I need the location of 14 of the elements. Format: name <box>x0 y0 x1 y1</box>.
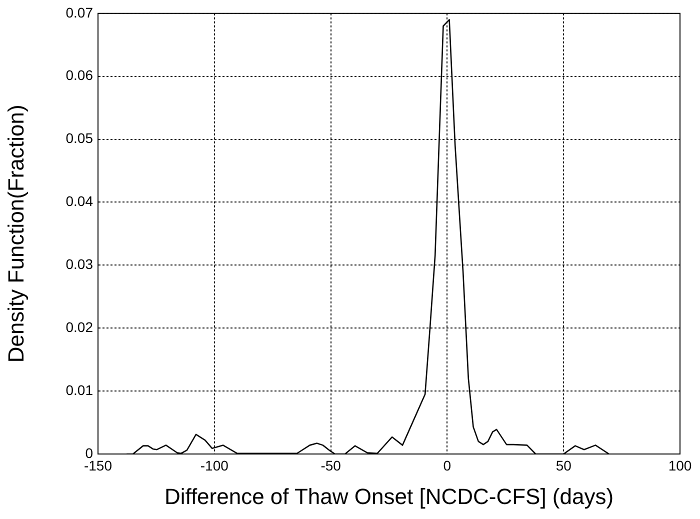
y-tick-label: 0.01 <box>66 382 94 398</box>
y-tick-label: 0.07 <box>66 4 94 20</box>
x-tick-label: -100 <box>200 457 229 474</box>
x-tick-label: -50 <box>320 457 342 474</box>
x-tick-label: 100 <box>668 457 692 474</box>
y-tick-label: 0.02 <box>66 318 94 335</box>
x-axis-title: Difference of Thaw Onset [NCDC-CFS] (days) <box>164 484 614 509</box>
x-tick-label: 50 <box>556 457 572 474</box>
y-tick-label: 0.05 <box>66 130 94 146</box>
x-tick-label: 0 <box>443 457 452 474</box>
y-tick-label: 0.03 <box>66 256 94 272</box>
y-tick-label: 0.06 <box>66 67 94 84</box>
y-axis-title: Density Function(Fraction) <box>3 104 28 363</box>
y-tick-label: 0.04 <box>66 193 94 210</box>
